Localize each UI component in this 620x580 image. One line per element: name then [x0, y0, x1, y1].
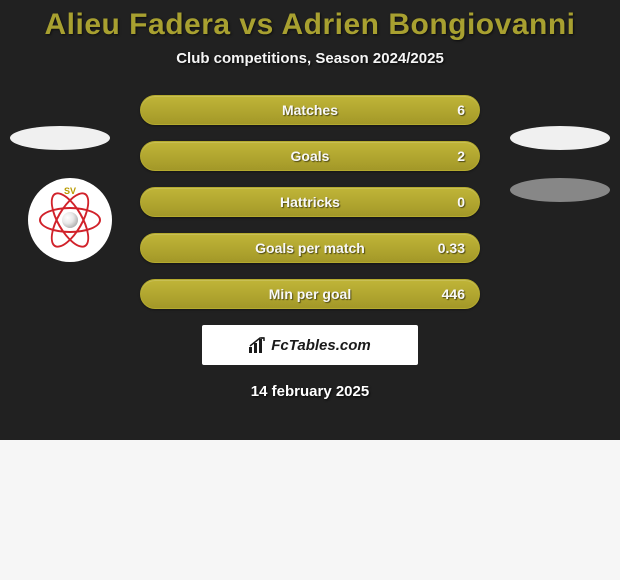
stat-bar-goals-per-match: Goals per match 0.33 [140, 233, 480, 263]
stat-value: 6 [457, 102, 465, 118]
stat-bar-hattricks: Hattricks 0 [140, 187, 480, 217]
stat-label: Matches [282, 102, 338, 118]
page-title: Alieu Fadera vs Adrien Bongiovanni [0, 8, 620, 42]
attribution-badge: FcTables.com [202, 325, 418, 365]
player-right-placeholder-2 [510, 178, 610, 202]
ball-icon [62, 212, 78, 228]
date-label: 14 february 2025 [0, 383, 620, 400]
stat-value: 2 [457, 148, 465, 164]
stat-label: Hattricks [280, 194, 340, 210]
stat-label: Goals [291, 148, 330, 164]
stat-value: 0.33 [438, 240, 465, 256]
stats-panel: Alieu Fadera vs Adrien Bongiovanni Club … [0, 0, 620, 440]
player-left-placeholder [10, 126, 110, 150]
bottom-area [0, 440, 620, 580]
stat-bar-goals: Goals 2 [140, 141, 480, 171]
attribution-text: FcTables.com [271, 337, 370, 354]
bar-chart-icon [249, 337, 267, 353]
player-right-placeholder-1 [510, 126, 610, 150]
club-badge-inner: SV [34, 184, 106, 256]
stat-bar-min-per-goal: Min per goal 446 [140, 279, 480, 309]
club-badge: SV [28, 178, 112, 262]
stat-value: 446 [442, 286, 465, 302]
stat-label: Min per goal [269, 286, 351, 302]
stat-bar-matches: Matches 6 [140, 95, 480, 125]
stats-bars: Matches 6 Goals 2 Hattricks 0 Goals per … [140, 95, 480, 309]
stat-label: Goals per match [255, 240, 365, 256]
page-subtitle: Club competitions, Season 2024/2025 [0, 50, 620, 67]
stat-value: 0 [457, 194, 465, 210]
